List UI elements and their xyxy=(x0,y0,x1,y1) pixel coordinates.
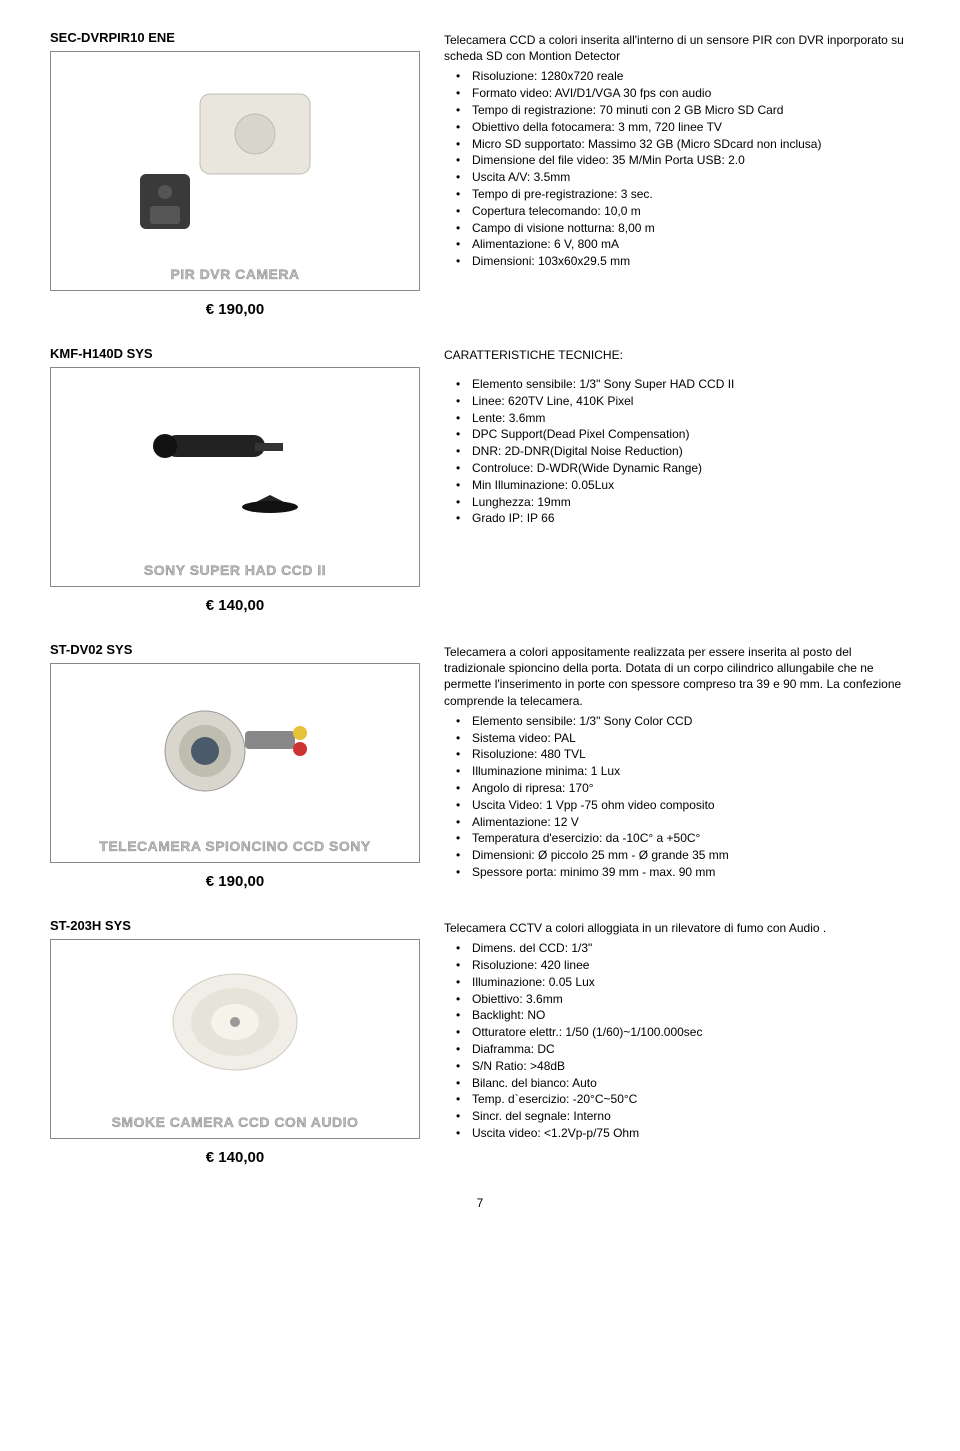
spec-item: Dimensioni: Ø piccolo 25 mm - Ø grande 3… xyxy=(472,847,910,864)
spec-item: Backlight: NO xyxy=(472,1007,910,1024)
product-sku: ST-203H SYS xyxy=(50,918,420,933)
spec-item: DNR: 2D-DNR(Digital Noise Reduction) xyxy=(472,443,910,460)
product-specs: Elemento sensibile: 1/3" Sony Super HAD … xyxy=(444,376,910,527)
product-right: Telecamera CCD a colori inserita all'int… xyxy=(444,30,910,270)
spec-item: Sincr. del segnale: Interno xyxy=(472,1108,910,1125)
product-image xyxy=(51,368,419,562)
spec-item: Uscita A/V: 3.5mm xyxy=(472,169,910,186)
spec-item: Illuminazione: 0.05 Lux xyxy=(472,974,910,991)
section-title: CARATTERISTICHE TECNICHE: xyxy=(444,348,910,362)
product-sku: ST-DV02 SYS xyxy=(50,642,420,657)
spec-item: Lente: 3.6mm xyxy=(472,410,910,427)
spec-item: Dimensione del file video: 35 M/Min Port… xyxy=(472,152,910,169)
spec-item: Dimens. del CCD: 1/3" xyxy=(472,940,910,957)
product-image xyxy=(51,52,419,266)
spec-item: Risoluzione: 480 TVL xyxy=(472,746,910,763)
product-left: SEC-DVRPIR10 ENE PIR DVR CAMERA € 190,00 xyxy=(50,30,420,318)
spec-item: Diaframma: DC xyxy=(472,1041,910,1058)
spec-item: Uscita video: <1.2Vp-p/75 Ohm xyxy=(472,1125,910,1142)
spec-item: Campo di visione notturna: 8,00 m xyxy=(472,220,910,237)
product-price: € 190,00 xyxy=(50,873,420,890)
spec-item: Copertura telecomando: 10,0 m xyxy=(472,203,910,220)
spec-item: Elemento sensibile: 1/3" Sony Color CCD xyxy=(472,713,910,730)
product-image-box: SMOKE CAMERA CCD CON AUDIO xyxy=(50,939,420,1139)
product-caption: TELECAMERA SPIONCINO CCD SONY xyxy=(99,838,370,854)
spec-item: Obiettivo: 3.6mm xyxy=(472,991,910,1008)
spec-item: Linee: 620TV Line, 410K Pixel xyxy=(472,393,910,410)
product-caption: PIR DVR CAMERA xyxy=(170,266,299,282)
product-description: Telecamera CCTV a colori alloggiata in u… xyxy=(444,920,910,936)
spec-item: Tempo di registrazione: 70 minuti con 2 … xyxy=(472,102,910,119)
spec-item: Risoluzione: 420 linee xyxy=(472,957,910,974)
product-description: Telecamera CCD a colori inserita all'int… xyxy=(444,32,910,64)
product-block: ST-203H SYS SMOKE CAMERA CCD CON AUDIO €… xyxy=(50,918,910,1166)
product-description: Telecamera a colori appositamente realiz… xyxy=(444,644,910,709)
product-price: € 190,00 xyxy=(50,301,420,318)
spec-item: Otturatore elettr.: 1/50 (1/60)~1/100.00… xyxy=(472,1024,910,1041)
product-image-box: PIR DVR CAMERA xyxy=(50,51,420,291)
product-block: ST-DV02 SYS TELECAMERA SPIONCINO CCD SON… xyxy=(50,642,910,890)
product-sku: SEC-DVRPIR10 ENE xyxy=(50,30,420,45)
spec-item: Tempo di pre-registrazione: 3 sec. xyxy=(472,186,910,203)
spec-item: Alimentazione: 12 V xyxy=(472,814,910,831)
spec-item: Formato video: AVI/D1/VGA 30 fps con aud… xyxy=(472,85,910,102)
product-image xyxy=(51,940,419,1114)
spec-item: Sistema video: PAL xyxy=(472,730,910,747)
spec-item: Uscita Video: 1 Vpp -75 ohm video compos… xyxy=(472,797,910,814)
product-sku: KMF-H140D SYS xyxy=(50,346,420,361)
spec-item: Temp. d`esercizio: -20°C~50°C xyxy=(472,1091,910,1108)
product-caption: SMOKE CAMERA CCD CON AUDIO xyxy=(112,1114,359,1130)
product-block: KMF-H140D SYS SONY SUPER HAD CCD II € 14… xyxy=(50,346,910,614)
spec-item: Temperatura d'esercizio: da -10C° a +50C… xyxy=(472,830,910,847)
product-left: ST-DV02 SYS TELECAMERA SPIONCINO CCD SON… xyxy=(50,642,420,890)
spec-item: Alimentazione: 6 V, 800 mA xyxy=(472,236,910,253)
spec-item: Spessore porta: minimo 39 mm - max. 90 m… xyxy=(472,864,910,881)
spec-item: Min Illuminazione: 0.05Lux xyxy=(472,477,910,494)
product-image xyxy=(51,664,419,838)
spec-item: Obiettivo della fotocamera: 3 mm, 720 li… xyxy=(472,119,910,136)
product-caption: SONY SUPER HAD CCD II xyxy=(144,562,326,578)
product-right: Telecamera CCTV a colori alloggiata in u… xyxy=(444,918,910,1142)
product-block: SEC-DVRPIR10 ENE PIR DVR CAMERA € 190,00… xyxy=(50,30,910,318)
spec-item: Risoluzione: 1280x720 reale xyxy=(472,68,910,85)
spec-item: Grado IP: IP 66 xyxy=(472,510,910,527)
spec-item: DPC Support(Dead Pixel Compensation) xyxy=(472,426,910,443)
product-specs: Dimens. del CCD: 1/3"Risoluzione: 420 li… xyxy=(444,940,910,1142)
product-left: KMF-H140D SYS SONY SUPER HAD CCD II € 14… xyxy=(50,346,420,614)
spec-item: Lunghezza: 19mm xyxy=(472,494,910,511)
spec-item: Illuminazione minima: 1 Lux xyxy=(472,763,910,780)
product-left: ST-203H SYS SMOKE CAMERA CCD CON AUDIO €… xyxy=(50,918,420,1166)
product-right: CARATTERISTICHE TECNICHE: Elemento sensi… xyxy=(444,346,910,527)
product-price: € 140,00 xyxy=(50,1149,420,1166)
spec-item: Dimensioni: 103x60x29.5 mm xyxy=(472,253,910,270)
spec-item: Angolo di ripresa: 170° xyxy=(472,780,910,797)
product-price: € 140,00 xyxy=(50,597,420,614)
spec-item: Elemento sensibile: 1/3" Sony Super HAD … xyxy=(472,376,910,393)
product-image-box: TELECAMERA SPIONCINO CCD SONY xyxy=(50,663,420,863)
spec-item: S/N Ratio: >48dB xyxy=(472,1058,910,1075)
spec-item: Controluce: D-WDR(Wide Dynamic Range) xyxy=(472,460,910,477)
product-image-box: SONY SUPER HAD CCD II xyxy=(50,367,420,587)
product-right: Telecamera a colori appositamente realiz… xyxy=(444,642,910,881)
page-number: 7 xyxy=(50,1196,910,1210)
product-specs: Risoluzione: 1280x720 realeFormato video… xyxy=(444,68,910,270)
spec-item: Bilanc. del bianco: Auto xyxy=(472,1075,910,1092)
spec-item: Micro SD supportato: Massimo 32 GB (Micr… xyxy=(472,136,910,153)
product-specs: Elemento sensibile: 1/3" Sony Color CCDS… xyxy=(444,713,910,881)
